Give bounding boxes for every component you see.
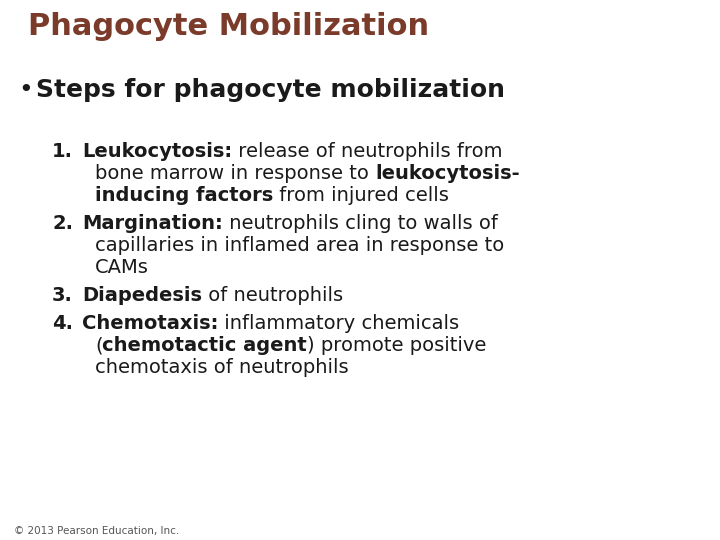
Text: Leukocytosis:: Leukocytosis: — [82, 142, 232, 161]
Text: chemotaxis of neutrophils: chemotaxis of neutrophils — [95, 358, 348, 377]
Text: leukocytosis-: leukocytosis- — [375, 164, 520, 183]
Text: inducing factors: inducing factors — [95, 186, 274, 205]
Text: Margination:: Margination: — [82, 214, 222, 233]
Text: 4.: 4. — [52, 314, 73, 333]
Text: chemotactic agent: chemotactic agent — [102, 336, 307, 355]
Text: from injured cells: from injured cells — [274, 186, 449, 205]
Text: Steps for phagocyte mobilization: Steps for phagocyte mobilization — [36, 78, 505, 102]
Text: 2.: 2. — [52, 214, 73, 233]
Text: Phagocyte Mobilization: Phagocyte Mobilization — [28, 12, 429, 41]
Text: CAMs: CAMs — [95, 258, 149, 277]
Text: release of neutrophils from: release of neutrophils from — [232, 142, 503, 161]
Text: neutrophils cling to walls of: neutrophils cling to walls of — [222, 214, 498, 233]
Text: (: ( — [95, 336, 102, 355]
Text: of neutrophils: of neutrophils — [202, 286, 343, 305]
Text: Diapedesis: Diapedesis — [82, 286, 202, 305]
Text: 3.: 3. — [52, 286, 73, 305]
Text: Chemotaxis:: Chemotaxis: — [82, 314, 218, 333]
Text: bone marrow in response to: bone marrow in response to — [95, 164, 375, 183]
Text: © 2013 Pearson Education, Inc.: © 2013 Pearson Education, Inc. — [14, 526, 179, 536]
Text: inflammatory chemicals: inflammatory chemicals — [218, 314, 459, 333]
Text: capillaries in inflamed area in response to: capillaries in inflamed area in response… — [95, 236, 504, 255]
Text: •: • — [18, 78, 32, 102]
Text: 1.: 1. — [52, 142, 73, 161]
Text: ) promote positive: ) promote positive — [307, 336, 487, 355]
